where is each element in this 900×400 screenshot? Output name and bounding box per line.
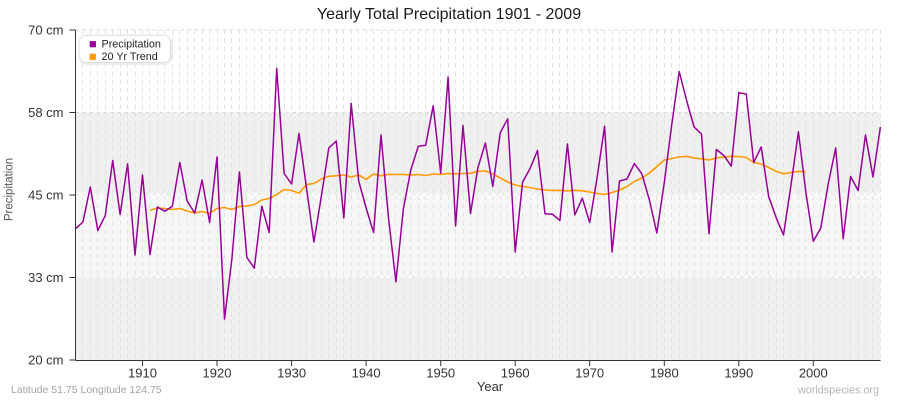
svg-text:1990: 1990 bbox=[724, 366, 753, 381]
svg-text:1910: 1910 bbox=[128, 366, 157, 381]
svg-text:33 cm: 33 cm bbox=[28, 270, 63, 285]
svg-text:20 cm: 20 cm bbox=[28, 353, 63, 368]
svg-text:Precipitation: Precipitation bbox=[4, 158, 16, 221]
svg-text:70 cm: 70 cm bbox=[28, 23, 63, 38]
svg-text:1920: 1920 bbox=[203, 366, 232, 381]
svg-text:1980: 1980 bbox=[650, 366, 679, 381]
svg-text:1950: 1950 bbox=[426, 366, 455, 381]
svg-text:Latitude 51.75 Longitude 124.7: Latitude 51.75 Longitude 124.75 bbox=[11, 384, 162, 396]
svg-text:worldspecies.org: worldspecies.org bbox=[797, 385, 879, 397]
svg-text:45 cm: 45 cm bbox=[28, 188, 63, 203]
svg-text:1960: 1960 bbox=[501, 366, 530, 381]
svg-text:1940: 1940 bbox=[352, 366, 381, 381]
svg-text:20 Yr Trend: 20 Yr Trend bbox=[102, 51, 158, 63]
svg-text:2000: 2000 bbox=[799, 366, 828, 381]
svg-text:Year: Year bbox=[477, 379, 504, 394]
svg-text:1930: 1930 bbox=[277, 366, 306, 381]
svg-text:Precipitation: Precipitation bbox=[102, 38, 161, 50]
svg-text:1970: 1970 bbox=[575, 366, 604, 381]
svg-text:Yearly Total Precipitation 190: Yearly Total Precipitation 1901 - 2009 bbox=[317, 6, 581, 23]
svg-text:58 cm: 58 cm bbox=[28, 105, 63, 120]
